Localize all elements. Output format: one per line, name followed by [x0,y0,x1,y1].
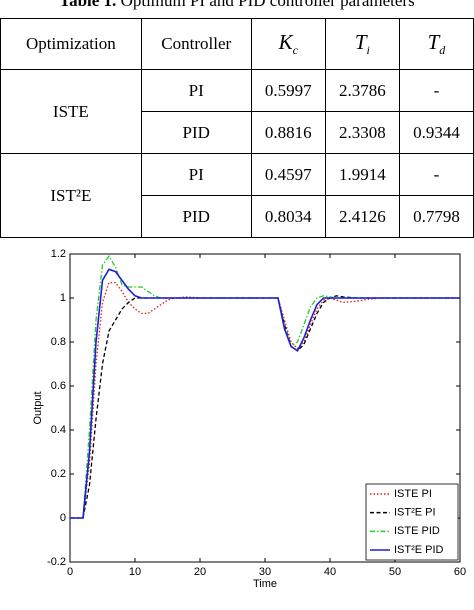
value-cell: 1.9914 [324,153,400,196]
symbol-letter: T [354,29,367,54]
header-cell: Kc [250,18,326,70]
caption-text: Optimum PI and PID controller parameters [120,0,415,10]
value-cell: 2.4126 [324,195,400,238]
symbol-letter: K [278,29,293,54]
value-cell: 0.5997 [250,69,326,112]
header-cell: Controller [140,18,252,70]
x-tick-label: 40 [324,566,336,578]
y-tick-label: 0.2 [51,468,66,480]
symbol-subscript: c [292,43,298,58]
table-row: PID 0.8816 2.3308 0.9344 [1,111,474,154]
header-cell: Ti [324,18,400,70]
value-cell: 0.8034 [250,195,326,238]
controller-cell: PID [140,195,252,238]
controller-cell: PI [140,69,252,112]
legend-label: ISTE PID [394,525,440,537]
value-cell: - [398,153,474,196]
header-symbol: Td [427,29,446,58]
legend-label: IST²E PI [394,507,436,519]
symbol-subscript: d [439,43,446,58]
y-tick-label: 0 [60,512,66,524]
value-cell: 0.7798 [398,195,474,238]
header-symbol: Ti [354,29,370,58]
x-tick-label: 0 [67,566,73,578]
method-cell: ISTE [0,69,142,154]
legend-label: IST²E PID [394,544,444,556]
value-cell: 0.4597 [250,153,326,196]
series-line [70,268,460,519]
value-cell: - [398,69,474,112]
y-tick-label: 1.2 [51,248,66,260]
controller-cell: PID [140,111,252,154]
value-cell: 2.3786 [324,69,400,112]
symbol-letter: T [427,29,440,54]
table-row: PID 0.8034 2.4126 0.7798 [1,195,474,238]
controller-cell: PI [140,153,252,196]
x-tick-label: 20 [194,566,206,578]
y-tick-label: 0.8 [51,336,66,348]
x-tick-label: 60 [454,566,466,578]
x-tick-label: 10 [129,566,141,578]
table-caption: Table 1. Optimum PI and PID controller p… [0,0,474,11]
symbol-subscript: i [366,43,370,58]
x-axis-label: Time [253,578,277,590]
value-cell: 0.8816 [250,111,326,154]
value-cell: 0.9344 [398,111,474,154]
value-cell: 2.3308 [324,111,400,154]
header-symbol: Kc [278,29,298,58]
method-cell: IST²E [0,153,142,238]
table-row: ISTE PI 0.5997 2.3786- [0,69,474,154]
y-tick-label: 0.6 [51,380,66,392]
header-cell: Optimization [0,18,142,70]
legend-label: ISTE PI [394,488,432,500]
y-axis-label: Output [32,391,44,424]
y-tick-label: -0.2 [47,556,66,568]
header-cell: Td [398,18,474,70]
table-row: IST²E PI 0.4597 1.9914- [0,153,474,238]
x-tick-label: 30 [259,566,271,578]
y-tick-label: 0.4 [51,424,66,436]
parameter-table: Optimization Controller Kc Ti Td ISTE PI 0.5997… [0,18,474,238]
x-tick-label: 50 [389,566,401,578]
legend-box [365,483,459,561]
y-tick-label: 1 [60,292,66,304]
header-row: Optimization Controller Kc Ti Td [0,18,474,70]
chart: -0.200.20.40.60.811.20 10 20 30 40 50 60TimeOu… [32,248,466,590]
caption-label: Table 1. [59,0,117,10]
